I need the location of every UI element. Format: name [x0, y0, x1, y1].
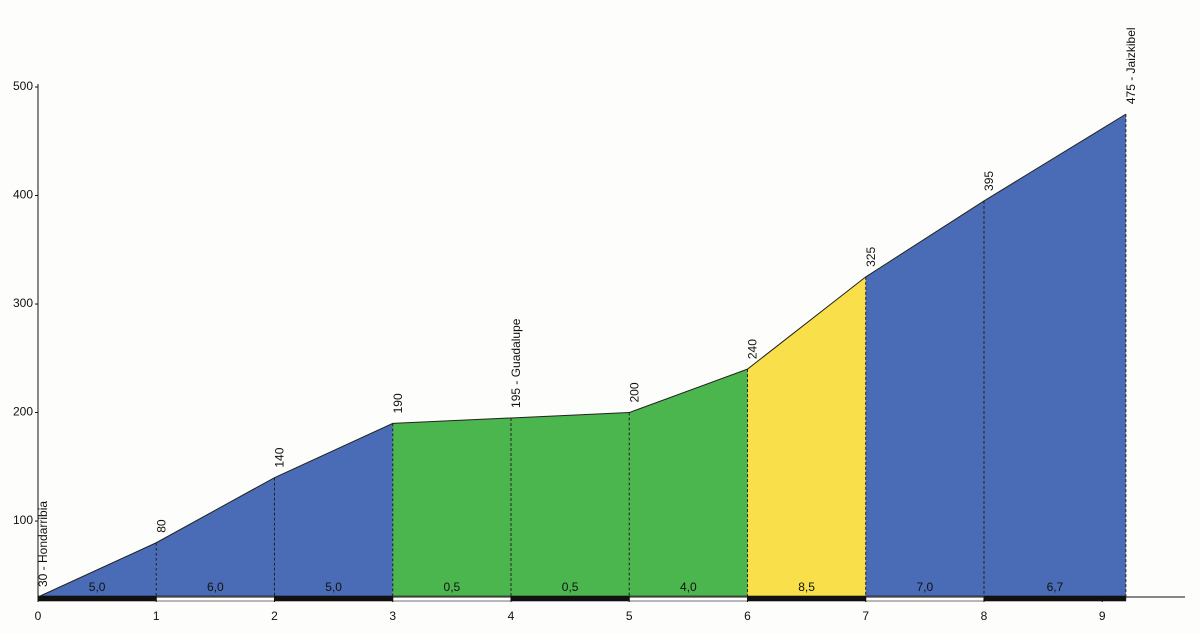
x-tick-label: 5 — [626, 609, 633, 623]
x-tick-label: 1 — [153, 609, 160, 623]
y-tick-label: 500 — [13, 79, 33, 93]
profile-line — [37, 113, 1127, 598]
point-label: 240 — [746, 339, 760, 359]
y-tick-label: 400 — [13, 188, 33, 202]
y-tick-label: 200 — [13, 405, 33, 419]
segment-area — [747, 276, 866, 597]
x-tick-label: 7 — [862, 609, 869, 623]
x-tick-label: 2 — [271, 609, 278, 623]
point-label: 80 — [154, 519, 168, 533]
x-tick-label: 4 — [508, 609, 515, 623]
segment-label: 7,0 — [917, 580, 934, 594]
x-tick-label: 8 — [981, 609, 988, 623]
segment-area — [392, 417, 511, 597]
point-label: 325 — [864, 247, 878, 267]
segment-area — [274, 423, 393, 597]
segment-label: 6,7 — [1047, 580, 1064, 594]
y-tick-label: 300 — [13, 296, 33, 310]
segment-area — [629, 369, 748, 597]
segment-area — [983, 114, 1126, 598]
point-label: 395 — [982, 171, 996, 191]
segment-label: 8,5 — [798, 580, 815, 594]
x-tick-label: 0 — [35, 609, 42, 623]
segment-label: 5,0 — [325, 580, 342, 594]
segment-area — [156, 477, 275, 597]
segment-label: 0,5 — [444, 580, 461, 594]
point-label: 30 - Hondarribia — [36, 501, 50, 587]
point-label: 140 — [273, 447, 287, 467]
segment-label: 0,5 — [562, 580, 579, 594]
segment-area — [865, 200, 984, 598]
x-tick-label: 6 — [744, 609, 751, 623]
x-tick-label: 3 — [389, 609, 396, 623]
point-label: 200 — [627, 382, 641, 402]
point-label: 475 - Jaizkibel — [1124, 27, 1138, 104]
point-label: 195 - Guadalupe — [509, 318, 523, 408]
point-label: 190 — [391, 393, 405, 413]
x-tick-label: 9 — [1099, 609, 1106, 623]
segment-label: 6,0 — [207, 580, 224, 594]
segment-label: 4,0 — [680, 580, 697, 594]
segment-area — [510, 412, 630, 597]
y-tick-label: 100 — [13, 513, 33, 527]
segment-label: 5,0 — [89, 580, 106, 594]
